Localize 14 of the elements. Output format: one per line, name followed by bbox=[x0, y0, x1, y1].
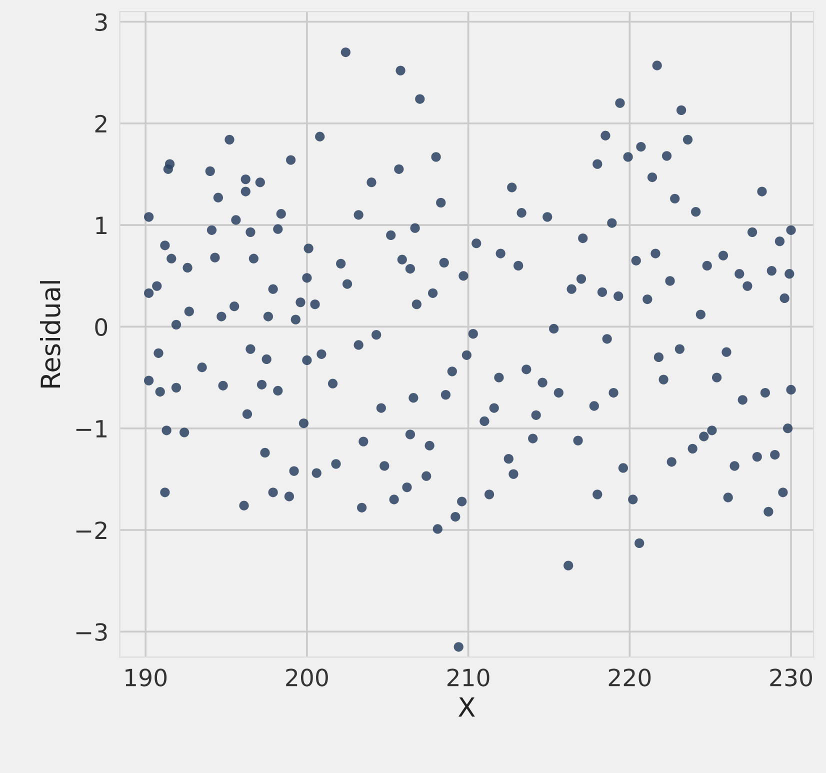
x-tick-label: 210 bbox=[448, 668, 490, 686]
y-tick-label: 0 bbox=[95, 318, 108, 336]
y-tick-label: −3 bbox=[76, 623, 107, 641]
y-tick-label: 1 bbox=[96, 216, 106, 234]
y-tick-label: 2 bbox=[95, 114, 106, 132]
y-axis-title: Residual bbox=[40, 281, 60, 388]
x-tick-label: 220 bbox=[608, 668, 651, 686]
x-axis-title: X bbox=[458, 697, 475, 717]
y-tick-label: −1 bbox=[76, 420, 106, 438]
y-tick-label: −2 bbox=[76, 521, 106, 539]
x-tick-label: 200 bbox=[286, 668, 328, 686]
x-tick-label: 190 bbox=[126, 668, 167, 686]
x-tick-label: 230 bbox=[770, 668, 812, 686]
y-tick-label: 3 bbox=[95, 13, 107, 32]
